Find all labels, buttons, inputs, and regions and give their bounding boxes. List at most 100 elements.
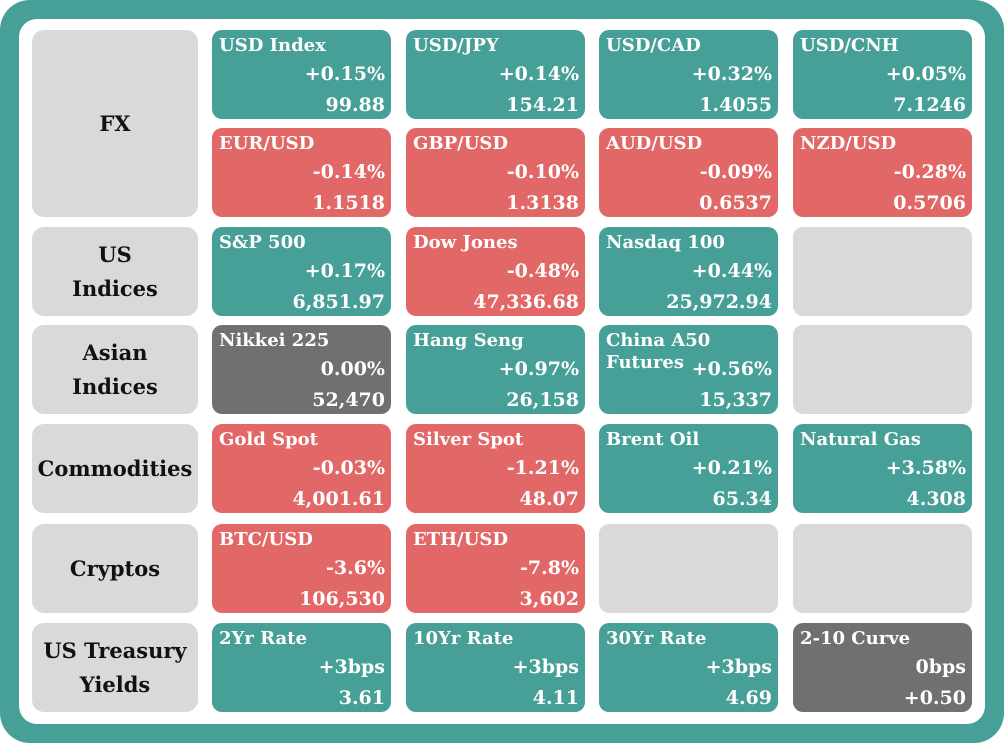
tile-change: 0.00% — [320, 358, 385, 380]
tile-name: China A50 Futures — [606, 330, 711, 373]
tile-value: 25,972.94 — [666, 291, 772, 313]
market-tile: USD/CNH +0.05% 7.1246 — [793, 30, 972, 119]
empty-tile — [793, 325, 972, 414]
market-tile: 2-10 Curve 0bps +0.50 — [793, 623, 972, 712]
market-tile: USD Index +0.15% 99.88 — [212, 30, 391, 119]
tile-value: 26,158 — [506, 389, 579, 411]
tile-change: -3.6% — [326, 557, 385, 579]
tile-name: GBP/USD — [413, 133, 509, 154]
tile-change: -7.8% — [520, 557, 579, 579]
row-label: US Indices — [32, 227, 198, 316]
tile-name: S&P 500 — [219, 232, 306, 253]
market-tile: China A50 Futures +0.56% 15,337 — [599, 325, 778, 414]
tile-change: +0.97% — [498, 358, 579, 380]
market-tile: USD/JPY +0.14% 154.21 — [406, 30, 585, 119]
tile-change: +0.56% — [691, 358, 772, 380]
empty-tile — [793, 524, 972, 613]
market-tile: USD/CAD +0.32% 1.4055 — [599, 30, 778, 119]
tile-name: Dow Jones — [413, 232, 518, 253]
tile-change: +3bps — [512, 656, 579, 678]
tile-change: 0bps — [915, 656, 967, 678]
market-tile: 2Yr Rate +3bps 3.61 — [212, 623, 391, 712]
tile-value: 0.5706 — [893, 192, 966, 214]
tile-change: -0.09% — [699, 161, 772, 183]
tile-name: Nikkei 225 — [219, 330, 330, 351]
tile-change: +0.05% — [885, 63, 966, 85]
tile-change: -0.48% — [506, 260, 579, 282]
tile-value: 154.21 — [506, 94, 579, 116]
tile-name: 10Yr Rate — [413, 628, 514, 649]
tile-name: USD Index — [219, 35, 326, 56]
tile-name: Hang Seng — [413, 330, 524, 351]
tile-change: +0.44% — [691, 260, 772, 282]
tile-value: 1.3138 — [506, 192, 579, 214]
tile-value: 4.308 — [906, 488, 967, 510]
empty-tile — [599, 524, 778, 613]
tile-name: Gold Spot — [219, 429, 318, 450]
market-tile: Gold Spot -0.03% 4,001.61 — [212, 424, 391, 513]
market-tile: Dow Jones -0.48% 47,336.68 — [406, 227, 585, 316]
market-tile: GBP/USD -0.10% 1.3138 — [406, 128, 585, 217]
tile-name: ETH/USD — [413, 529, 509, 550]
tile-name: Natural Gas — [800, 429, 921, 450]
market-tile: Silver Spot -1.21% 48.07 — [406, 424, 585, 513]
market-tile: BTC/USD -3.6% 106,530 — [212, 524, 391, 613]
tile-value: 15,337 — [699, 389, 772, 411]
tile-value: 65.34 — [712, 488, 773, 510]
tile-change: +3.58% — [885, 457, 966, 479]
tile-value: 1.1518 — [312, 192, 385, 214]
market-tile: AUD/USD -0.09% 0.6537 — [599, 128, 778, 217]
tile-name: AUD/USD — [606, 133, 703, 154]
tile-value: 3,602 — [519, 588, 580, 610]
tile-name: NZD/USD — [800, 133, 897, 154]
tile-change: -0.03% — [312, 457, 385, 479]
tile-name: 2Yr Rate — [219, 628, 307, 649]
tile-name: Nasdaq 100 — [606, 232, 725, 253]
tile-name: USD/CAD — [606, 35, 701, 56]
tile-value: 99.88 — [325, 94, 386, 116]
market-tile: 10Yr Rate +3bps 4.11 — [406, 623, 585, 712]
tile-change: +0.21% — [691, 457, 772, 479]
tile-value: 4.69 — [725, 687, 772, 709]
tile-value: 48.07 — [519, 488, 580, 510]
tile-name: 2-10 Curve — [800, 628, 911, 649]
tile-value: 47,336.68 — [473, 291, 579, 313]
tile-value: 4,001.61 — [292, 488, 385, 510]
market-tile: ETH/USD -7.8% 3,602 — [406, 524, 585, 613]
tile-value: 6,851.97 — [292, 291, 385, 313]
tile-change: -1.21% — [506, 457, 579, 479]
tile-change: +0.14% — [498, 63, 579, 85]
tile-value: 4.11 — [532, 687, 579, 709]
empty-tile — [793, 227, 972, 316]
tile-name: BTC/USD — [219, 529, 313, 550]
row-label: US Treasury Yields — [32, 623, 198, 712]
tile-value: 1.4055 — [699, 94, 772, 116]
tile-name: USD/JPY — [413, 35, 499, 56]
tile-value: 0.6537 — [699, 192, 772, 214]
tile-change: +0.15% — [304, 63, 385, 85]
tile-change: +3bps — [318, 656, 385, 678]
tile-value: 7.1246 — [893, 94, 966, 116]
tile-change: +0.17% — [304, 260, 385, 282]
tile-name: EUR/USD — [219, 133, 315, 154]
tile-change: +0.32% — [691, 63, 772, 85]
tile-name: Silver Spot — [413, 429, 524, 450]
tile-name: Brent Oil — [606, 429, 700, 450]
tile-value: 52,470 — [312, 389, 385, 411]
row-label: Asian Indices — [32, 325, 198, 414]
market-tile: 30Yr Rate +3bps 4.69 — [599, 623, 778, 712]
market-tile: EUR/USD -0.14% 1.1518 — [212, 128, 391, 217]
tile-change: -0.14% — [312, 161, 385, 183]
row-label: Cryptos — [32, 524, 198, 613]
market-tile: Nasdaq 100 +0.44% 25,972.94 — [599, 227, 778, 316]
tile-name: 30Yr Rate — [606, 628, 707, 649]
tile-name: USD/CNH — [800, 35, 899, 56]
market-tile: Nikkei 225 0.00% 52,470 — [212, 325, 391, 414]
market-tile: Brent Oil +0.21% 65.34 — [599, 424, 778, 513]
market-tile: S&P 500 +0.17% 6,851.97 — [212, 227, 391, 316]
tile-value: +0.50 — [903, 687, 966, 709]
tile-value: 3.61 — [338, 687, 385, 709]
tile-change: -0.10% — [506, 161, 579, 183]
row-label: FX — [32, 30, 198, 217]
tile-value: 106,530 — [299, 588, 385, 610]
